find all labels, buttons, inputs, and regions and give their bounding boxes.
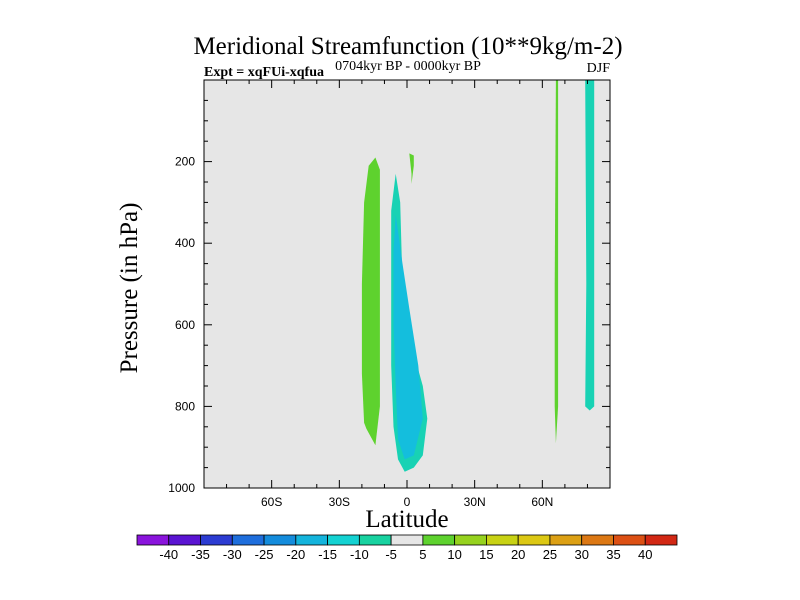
colorbar-swatch bbox=[136, 534, 170, 546]
y-tick-label: 800 bbox=[175, 399, 195, 413]
colorbar-swatch bbox=[644, 534, 678, 546]
y-tick-label: 400 bbox=[175, 236, 195, 250]
colorbar-label: 25 bbox=[543, 547, 557, 562]
region-positive-cell-upper-equator bbox=[409, 153, 414, 184]
subtitle-center: 0704kyr BP - 0000kyr BP bbox=[335, 59, 481, 74]
x-axis-label: Latitude bbox=[365, 506, 448, 533]
colorbar: -40 -35 -30 -25 -20 -15 -10 -5 5 10 15 20 25 30 35 40 bbox=[136, 534, 678, 562]
colorbar-swatch bbox=[486, 534, 519, 546]
colorbar-label: 35 bbox=[606, 547, 620, 562]
colorbar-swatch bbox=[168, 534, 201, 546]
colorbar-label: 30 bbox=[574, 547, 588, 562]
colorbar-label: 20 bbox=[511, 547, 525, 562]
colorbar-label: 40 bbox=[638, 547, 652, 562]
colorbar-swatch bbox=[231, 534, 265, 546]
colorbar-label: -10 bbox=[350, 547, 369, 562]
subtitle-right: DJF bbox=[587, 61, 611, 76]
colorbar-label: -35 bbox=[191, 547, 210, 562]
colorbar-swatch bbox=[263, 534, 297, 546]
colorbar-label: -5 bbox=[385, 547, 397, 562]
colorbar-swatch bbox=[200, 534, 233, 546]
axis-ticks: 60S 30S 0 30N 60N 200 400 600 800 1000 bbox=[168, 80, 610, 509]
y-tick-label: 600 bbox=[175, 318, 195, 332]
x-tick-label: 60S bbox=[261, 495, 282, 509]
x-tick-label: 30N bbox=[464, 495, 486, 509]
colorbar-label: -15 bbox=[318, 547, 337, 562]
y-axis-label: Pressure (in hPa) bbox=[116, 203, 143, 374]
y-tick-label: 1000 bbox=[168, 481, 195, 495]
colorbar-swatch bbox=[454, 534, 487, 546]
colorbar-swatch bbox=[517, 534, 551, 546]
x-tick-label: 0 bbox=[404, 495, 411, 509]
colorbar-label: -25 bbox=[255, 547, 274, 562]
colorbar-swatch bbox=[581, 534, 614, 546]
region-negative-strip-polar bbox=[585, 80, 595, 411]
colorbar-label: -20 bbox=[286, 547, 305, 562]
colorbar-swatch bbox=[549, 534, 583, 546]
subtitle-left: Expt = xqFUi-xqfua bbox=[204, 65, 324, 80]
x-tick-label: 60N bbox=[531, 495, 553, 509]
colorbar-swatch bbox=[327, 534, 360, 546]
colorbar-label: -40 bbox=[159, 547, 178, 562]
colorbar-swatch bbox=[613, 534, 646, 546]
region-negative-cell-equator-inner bbox=[393, 214, 423, 460]
colorbar-label: 10 bbox=[447, 547, 461, 562]
region-positive-strip-high-latitude bbox=[554, 80, 559, 444]
colorbar-swatch bbox=[295, 534, 328, 546]
colorbar-label: 15 bbox=[479, 547, 493, 562]
colorbar-label: 5 bbox=[419, 547, 426, 562]
chart-title: Meridional Streamfunction (10**9kg/m-2) bbox=[193, 33, 622, 60]
y-tick-label: 200 bbox=[175, 155, 195, 169]
region-positive-cell-southern-subtropics bbox=[361, 157, 380, 446]
colorbar-swatch bbox=[358, 534, 392, 546]
colorbar-swatch bbox=[390, 534, 424, 546]
colorbar-label: -30 bbox=[223, 547, 242, 562]
contour-regions bbox=[361, 80, 595, 472]
colorbar-swatch bbox=[422, 534, 456, 546]
x-tick-label: 30S bbox=[329, 495, 350, 509]
